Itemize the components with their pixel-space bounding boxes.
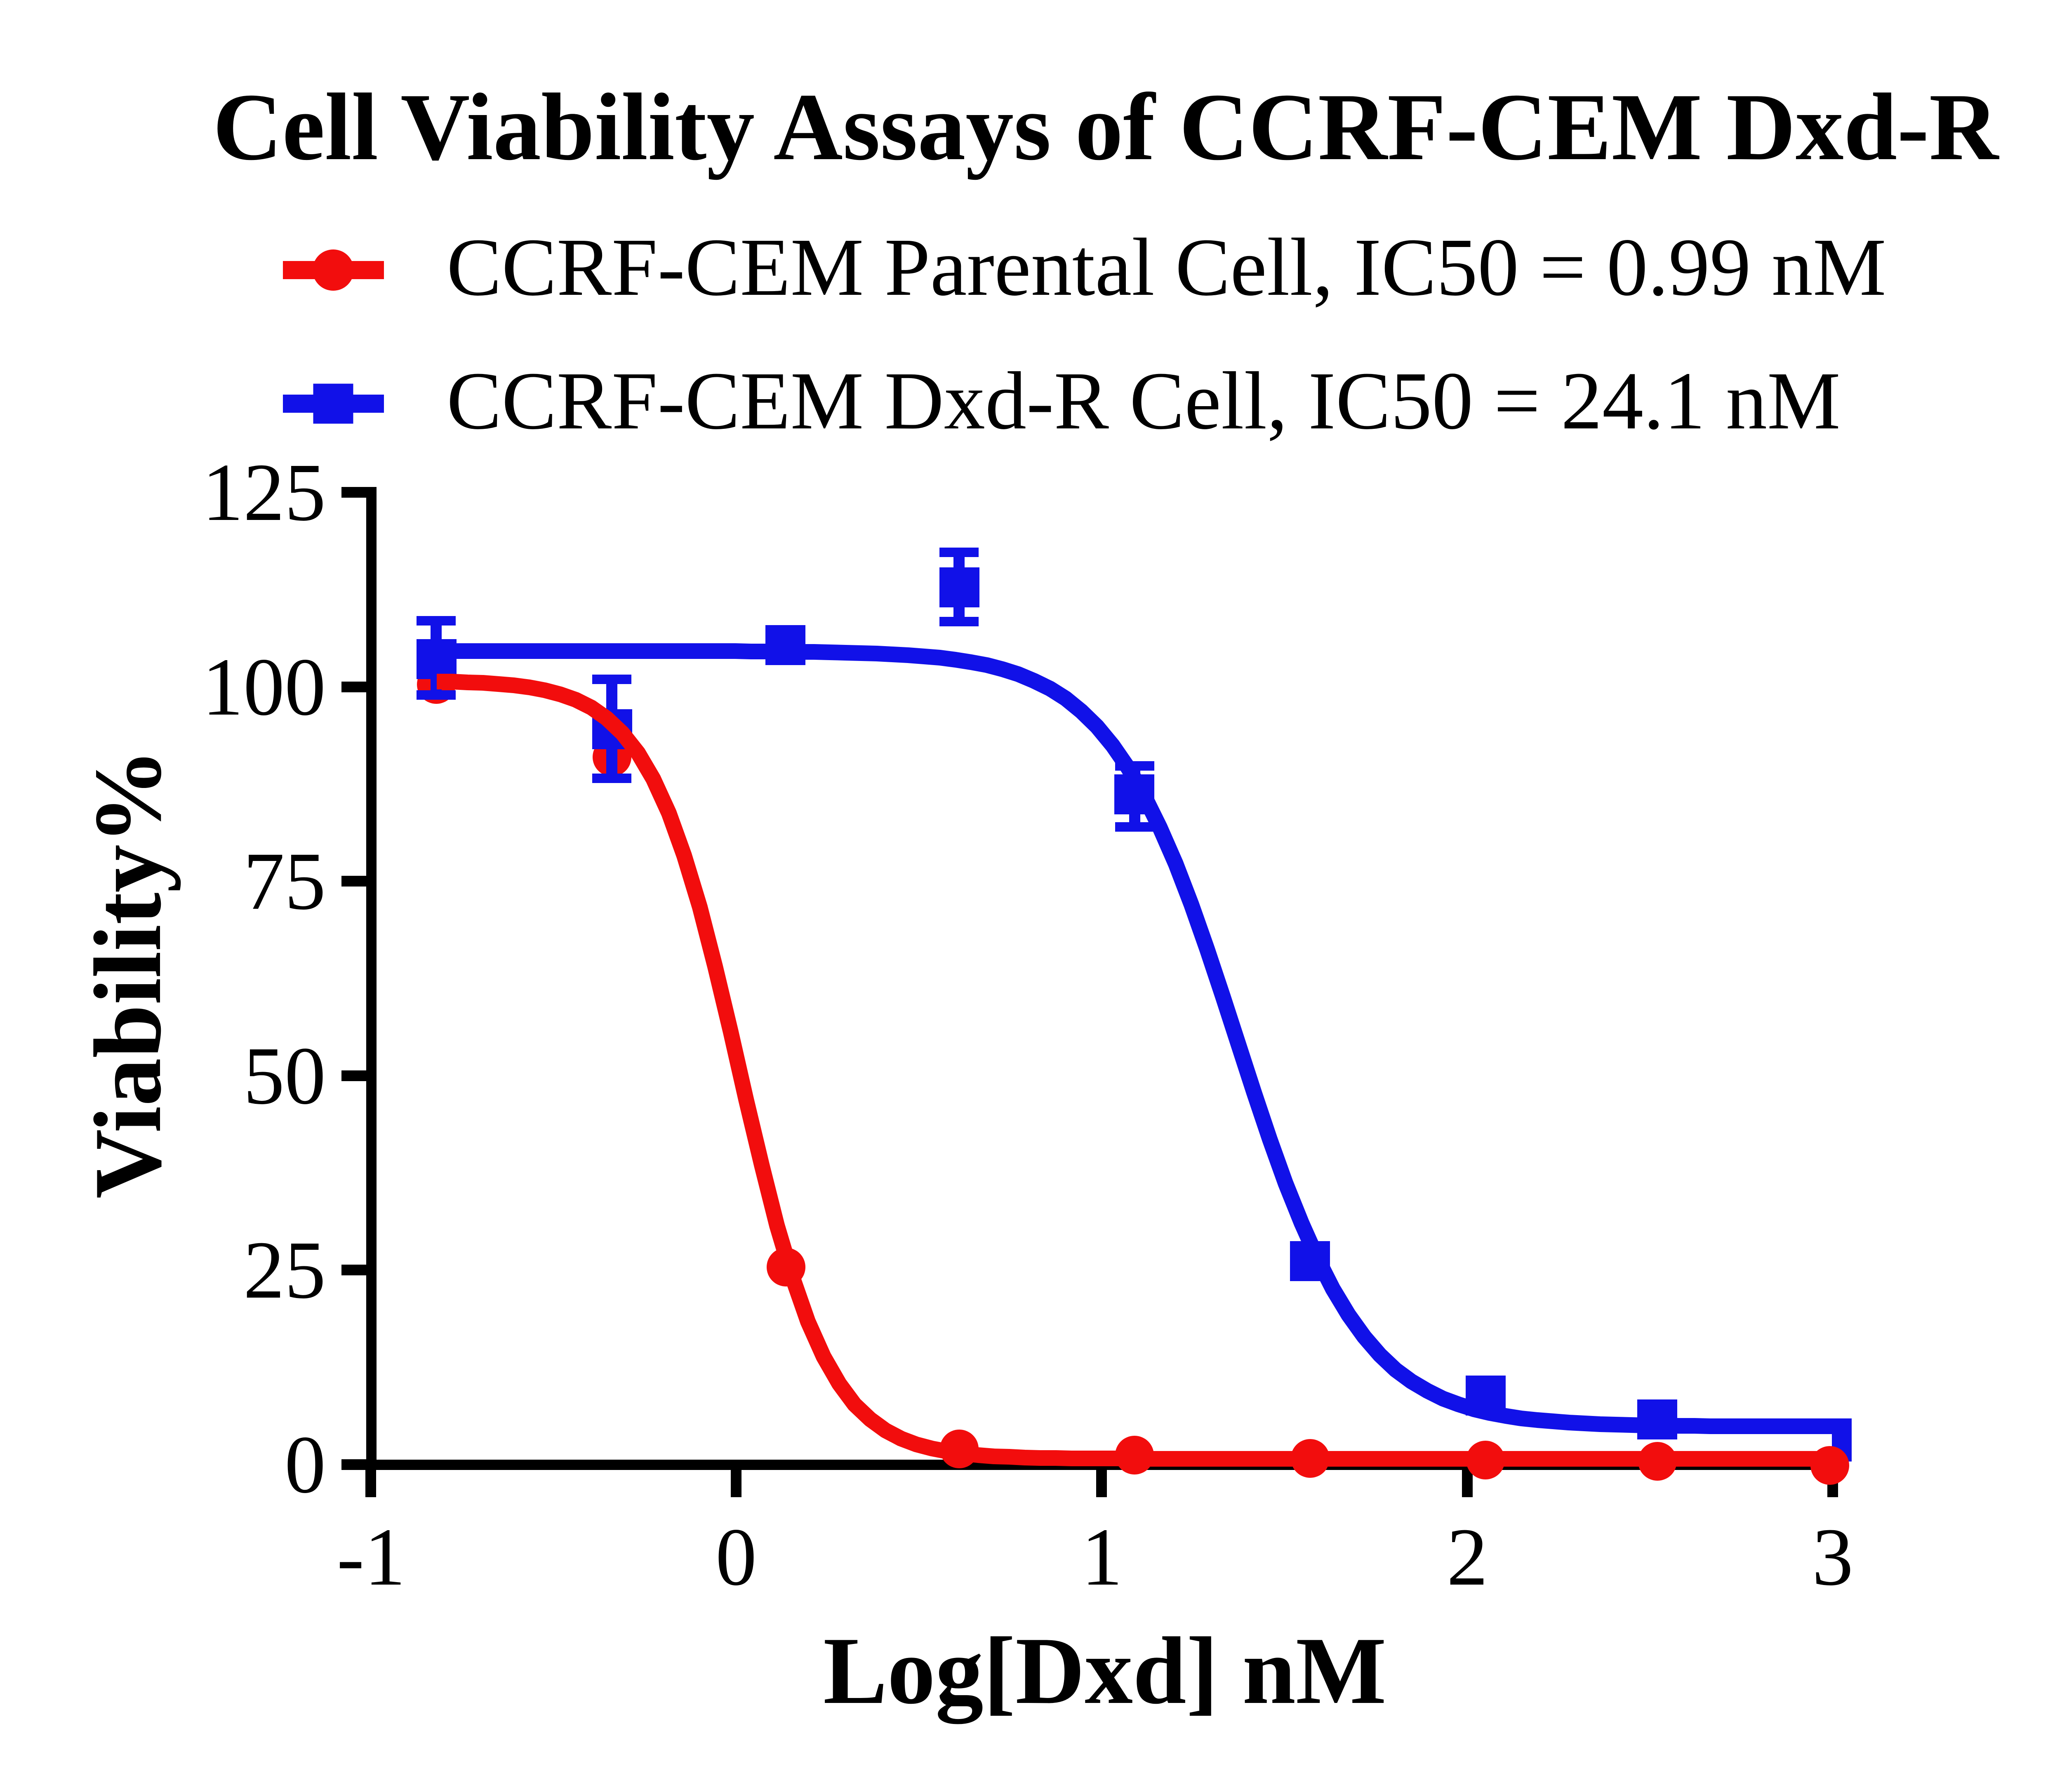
svg-text:125: 125 <box>202 447 326 538</box>
svg-text:50: 50 <box>243 1030 326 1122</box>
svg-text:0: 0 <box>285 1419 326 1510</box>
svg-text:CCRF-CEM Dxd-R Cell, IC50 = 24: CCRF-CEM Dxd-R Cell, IC50 = 24.1 nM <box>447 355 1841 447</box>
svg-text:CCRF-CEM Parental Cell, IC50 =: CCRF-CEM Parental Cell, IC50 = 0.99 nM <box>447 222 1886 313</box>
svg-text:-1: -1 <box>337 1512 406 1603</box>
svg-text:1: 1 <box>1081 1512 1123 1603</box>
svg-text:2: 2 <box>1447 1512 1488 1603</box>
svg-text:0: 0 <box>716 1512 757 1603</box>
svg-text:25: 25 <box>243 1225 326 1316</box>
svg-text:Cell Viability Assays of CCRF-: Cell Viability Assays of CCRF-CEM Dxd-R <box>213 74 2000 180</box>
svg-text:3: 3 <box>1812 1512 1853 1603</box>
svg-text:Log[Dxd] nM: Log[Dxd] nM <box>823 1618 1386 1724</box>
svg-text:Viability%: Viability% <box>75 748 181 1199</box>
svg-text:100: 100 <box>202 642 326 733</box>
svg-text:75: 75 <box>243 836 326 927</box>
